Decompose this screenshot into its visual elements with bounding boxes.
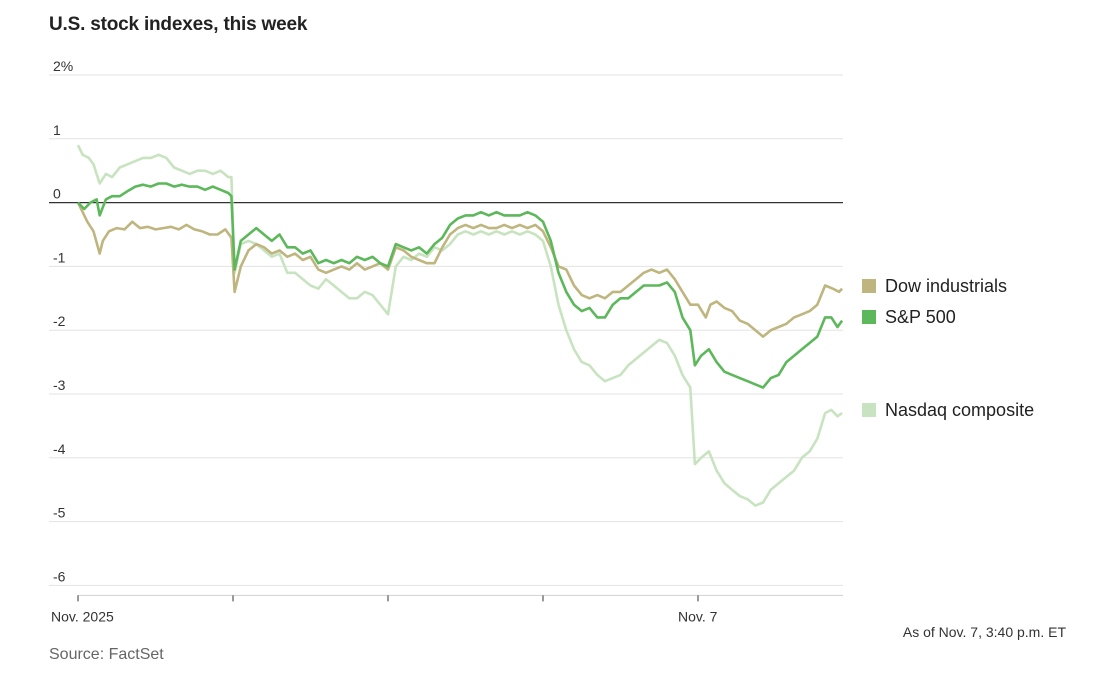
- series-lines: [76, 144, 844, 507]
- legend-swatch: [862, 310, 876, 324]
- x-axis: Nov. 2025 Nov. 7: [51, 594, 843, 624]
- legend-label: S&P 500: [885, 307, 956, 327]
- legend-swatch: [862, 279, 876, 293]
- y-tick-label: -2: [53, 313, 66, 329]
- y-tick-label: -4: [53, 441, 66, 457]
- x-tick-label: Nov. 7: [678, 608, 718, 624]
- legend-label: Dow industrials: [885, 276, 1007, 296]
- legend-swatch: [862, 403, 876, 417]
- chart-title: U.S. stock indexes, this week: [49, 14, 308, 35]
- y-tick-label: -6: [53, 568, 66, 584]
- y-tick-label: -1: [53, 249, 66, 265]
- gridlines: [49, 74, 843, 586]
- y-tick-label: 0: [53, 186, 61, 202]
- y-axis-tick-labels: 2% 1 0 -1 -2 -3 -4 -5 -6: [53, 58, 73, 584]
- series-line-dow-industrials: [76, 202, 844, 338]
- source-note: Source: FactSet: [49, 646, 164, 663]
- as-of-timestamp: As of Nov. 7, 3:40 p.m. ET: [902, 624, 1066, 640]
- legend-label: Nasdaq composite: [885, 400, 1034, 420]
- y-tick-label: 2%: [53, 58, 73, 74]
- legend: Dow industrials S&P 500 Nasdaq composite: [862, 276, 1034, 420]
- x-tick-label: Nov. 2025: [51, 608, 114, 624]
- y-tick-label: -5: [53, 505, 66, 521]
- series-line-s-p-500: [77, 182, 844, 389]
- y-tick-label: -3: [53, 377, 66, 393]
- series-line-nasdaq-composite: [76, 144, 843, 507]
- y-tick-label: 1: [53, 122, 61, 138]
